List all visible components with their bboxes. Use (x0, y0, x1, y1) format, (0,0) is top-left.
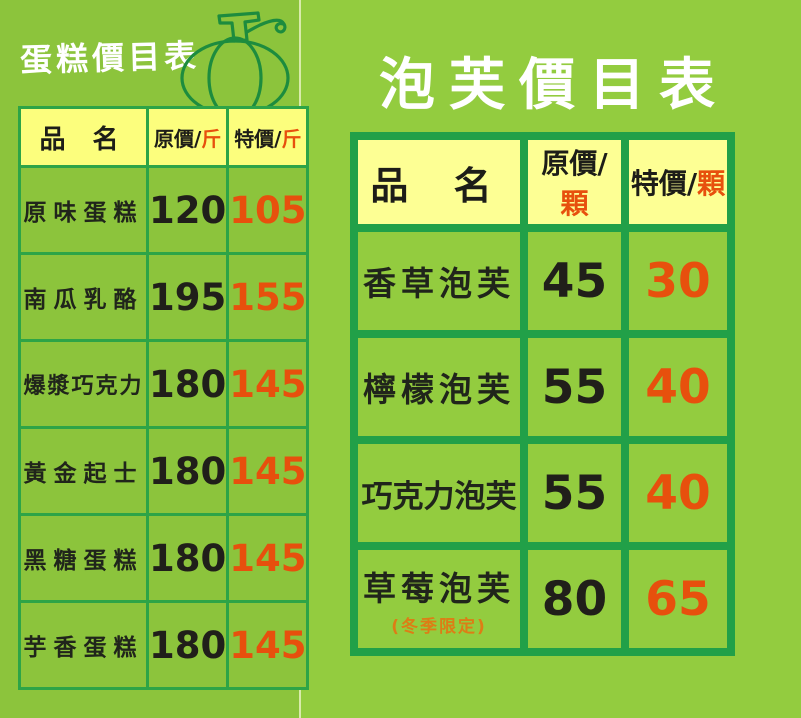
item-name-text: 草莓泡芙 (363, 568, 515, 608)
cake-column-header-special-price: 特價/斤 (226, 106, 310, 168)
original-price-cell: 180 (145, 426, 230, 516)
original-price-cell: 195 (145, 252, 230, 342)
original-price-label: 原價/ (153, 126, 202, 151)
table-row: 爆漿巧克力 180 145 (18, 339, 310, 429)
special-price-cell: 155 (226, 252, 310, 342)
original-price-cell: 180 (145, 600, 230, 690)
item-name-cell: 香草泡芙 (350, 224, 528, 338)
table-row: 原味蛋糕 120 105 (18, 165, 310, 255)
puff-column-header-special-price: 特價/顆 (621, 132, 735, 232)
puff-price-table: 品 名 原價/顆 特價/顆 香草泡芙 45 30 檸檬泡芙 55 40 巧克力泡… (350, 132, 735, 656)
puff-table-header-row: 品 名 原價/顆 特價/顆 (350, 132, 735, 232)
special-price-cell: 65 (621, 542, 735, 656)
cake-menu-title: 蛋糕價目表 (19, 36, 201, 80)
special-price-cell: 40 (621, 330, 735, 444)
original-price-label: 原價/ (541, 147, 608, 180)
table-row: 檸檬泡芙 55 40 (350, 330, 735, 444)
item-name-cell: 檸檬泡芙 (350, 330, 528, 444)
special-price-cell: 145 (226, 339, 310, 429)
special-price-unit: 顆 (697, 167, 726, 200)
seasonal-note: (冬季限定) (391, 616, 487, 637)
item-name-cell: 南瓜乳酪 (18, 252, 149, 342)
item-name-cell: 爆漿巧克力 (18, 339, 149, 429)
table-row: 香草泡芙 45 30 (350, 224, 735, 338)
special-price-cell: 30 (621, 224, 735, 338)
item-name-cell: 黃金起士 (18, 426, 149, 516)
cake-price-table: 品 名 原價/斤 特價/斤 原味蛋糕 120 105 南瓜乳酪 195 155 … (18, 106, 310, 690)
special-price-label: 特價/ (630, 167, 698, 200)
table-row: 草莓泡芙 (冬季限定) 80 65 (350, 542, 735, 656)
original-price-cell: 80 (520, 542, 629, 656)
special-price-label: 特價/ (234, 126, 282, 151)
special-price-cell: 145 (226, 513, 310, 603)
original-price-cell: 55 (520, 436, 629, 550)
item-name-cell: 草莓泡芙 (冬季限定) (350, 542, 528, 656)
special-price-cell: 105 (226, 165, 310, 255)
original-price-cell: 180 (145, 339, 230, 429)
item-name-cell: 原味蛋糕 (18, 165, 149, 255)
item-name-cell: 黑糖蛋糕 (18, 513, 149, 603)
original-price-cell: 180 (145, 513, 230, 603)
cake-column-header-name: 品 名 (18, 106, 149, 168)
special-price-cell: 40 (621, 436, 735, 550)
puff-column-header-name: 品 名 (350, 132, 528, 232)
puff-column-header-original-price: 原價/顆 (520, 132, 629, 232)
cake-column-header-original-price: 原價/斤 (145, 106, 230, 168)
table-row: 南瓜乳酪 195 155 (18, 252, 310, 342)
original-price-cell: 55 (520, 330, 629, 444)
item-name-cell: 芋香蛋糕 (18, 600, 149, 690)
table-row: 芋香蛋糕 180 145 (18, 600, 310, 690)
special-price-cell: 145 (226, 600, 310, 690)
pumpkin-icon (180, 11, 290, 116)
original-price-unit: 顆 (560, 187, 589, 220)
table-row: 黃金起士 180 145 (18, 426, 310, 516)
special-price-cell: 145 (226, 426, 310, 516)
original-price-cell: 45 (520, 224, 629, 338)
table-row: 黑糖蛋糕 180 145 (18, 513, 310, 603)
original-price-unit: 斤 (201, 126, 222, 151)
puff-menu-title: 泡芙價目表 (379, 53, 729, 118)
cake-table-header-row: 品 名 原價/斤 特價/斤 (18, 106, 310, 168)
item-name-cell: 巧克力泡芙 (350, 436, 528, 550)
original-price-cell: 120 (145, 165, 230, 255)
table-row: 巧克力泡芙 55 40 (350, 436, 735, 550)
special-price-unit: 斤 (281, 126, 302, 151)
